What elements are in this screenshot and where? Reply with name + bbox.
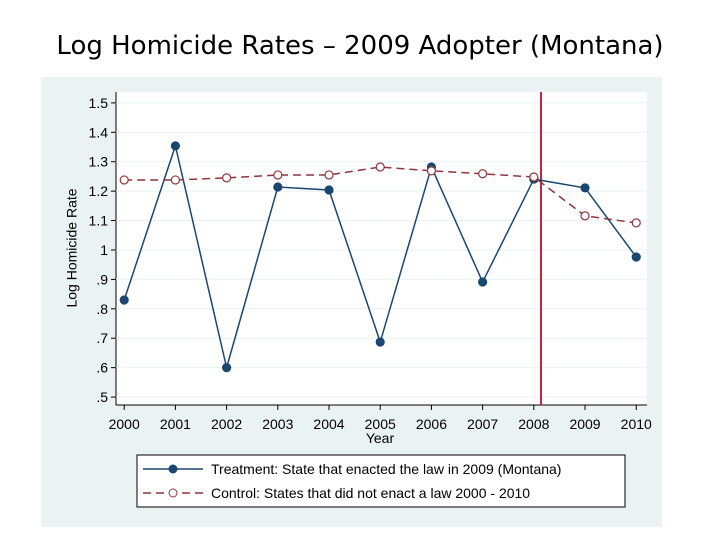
data-point (631, 218, 641, 228)
chart-title: Log Homicide Rates – 2009 Adopter (Monta… (56, 31, 663, 61)
x-tick-label: 2003 (262, 416, 293, 432)
y-tick-label: .8 (96, 301, 108, 317)
y-tick-label: 1.2 (89, 183, 109, 199)
y-tick-label: .9 (96, 271, 108, 287)
data-point (119, 175, 129, 185)
x-axis-title: Year (366, 430, 395, 446)
x-tick-label: 2007 (467, 416, 498, 432)
x-tick-label: 2001 (160, 416, 191, 432)
x-tick-label: 2006 (416, 416, 447, 432)
data-point (324, 170, 334, 180)
y-tick-label: 1.5 (89, 95, 109, 111)
data-point (222, 363, 232, 373)
legend (136, 454, 626, 508)
data-point (631, 252, 641, 262)
y-tick-label: .7 (96, 330, 108, 346)
data-point (580, 211, 590, 221)
data-point (222, 173, 232, 183)
x-tick-label: 2005 (365, 416, 396, 432)
y-tick-label: 1.1 (89, 213, 109, 229)
data-point (529, 172, 539, 182)
x-tick-label: 2004 (313, 416, 344, 432)
x-tick-label: 2008 (518, 416, 549, 432)
data-point (170, 175, 180, 185)
data-point (580, 183, 590, 193)
legend-label: Treatment: State that enacted the law in… (211, 461, 561, 477)
data-point (119, 295, 129, 305)
series-line (124, 166, 637, 224)
y-tick-label: 1.3 (89, 154, 109, 170)
legend-label: Control: States that did not enact a law… (211, 485, 530, 501)
y-tick-label: .5 (96, 389, 108, 405)
data-point (375, 162, 385, 172)
data-point (375, 337, 385, 347)
data-point (478, 277, 488, 287)
y-axis-title: Log Homicide Rate (64, 188, 80, 307)
data-point (170, 141, 180, 151)
x-tick-label: 2000 (109, 416, 140, 432)
data-point (324, 185, 334, 195)
legend-marker (168, 488, 178, 498)
y-tick-label: 1 (100, 242, 108, 258)
x-tick-label: 2002 (211, 416, 242, 432)
plot-area (116, 92, 647, 405)
data-point (426, 166, 437, 176)
data-point (478, 169, 488, 179)
data-point (273, 170, 283, 180)
legend-marker (168, 464, 178, 474)
plot: .5 .6 .7 .8 .9 1 1.1 1.2 1.3 1.4 1.5 2000 2001 2002 20… (89, 92, 652, 501)
y-tick-label: .6 (96, 360, 108, 376)
x-tick-label: 2009 (569, 416, 600, 432)
data-point (273, 182, 283, 192)
y-tick-label: 1.4 (89, 124, 109, 140)
x-tick-label: 2010 (621, 416, 652, 432)
